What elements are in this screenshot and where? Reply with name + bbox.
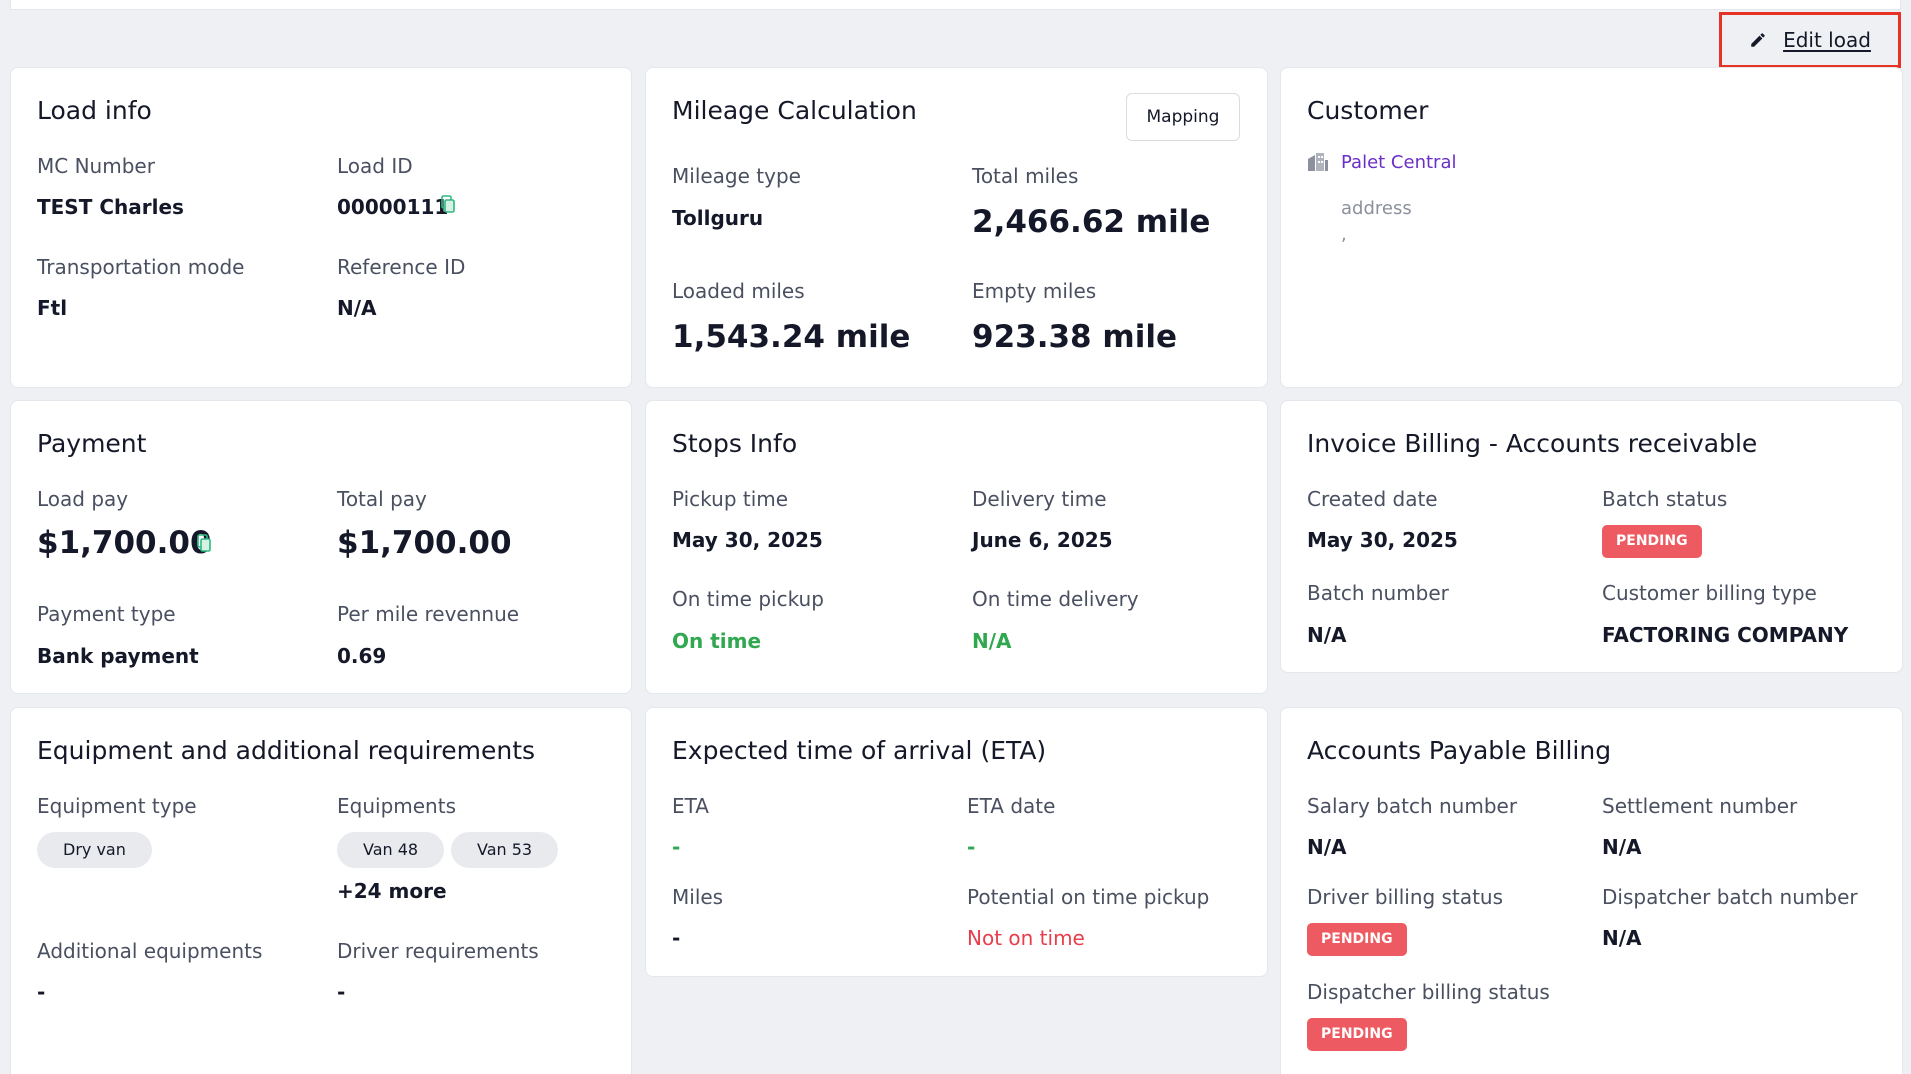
salary-batch-label: Salary batch number [1307, 794, 1518, 818]
invoice-card: Invoice Billing - Accounts receivable Cr… [1280, 400, 1903, 673]
pickup-time-label: Pickup time [672, 487, 789, 511]
batch-number-value: N/A [1307, 623, 1347, 647]
dispatcher-batch-label: Dispatcher batch number [1602, 885, 1858, 909]
address-label: address [1341, 198, 1412, 219]
total-miles-value: 2,466.62 mile [972, 204, 1211, 240]
mileage-type-value: Tollguru [672, 206, 764, 230]
payment-type-value: Bank payment [37, 644, 199, 668]
customer-billing-type-label: Customer billing type [1602, 581, 1817, 605]
batch-status-label: Batch status [1602, 487, 1728, 511]
eta-card: Expected time of arrival (ETA) ETA - ETA… [645, 707, 1268, 977]
payment-card: Payment Load pay $1,700.00 Total pay $1,… [10, 400, 632, 694]
total-miles-label: Total miles [972, 164, 1079, 188]
load-id-value: 00000111 [337, 195, 449, 219]
pickup-time-value: May 30, 2025 [672, 528, 823, 552]
load-info-card: Load info MC Number TEST Charles Load ID… [10, 67, 632, 388]
additional-equipments-value: - [37, 980, 46, 1004]
loaded-miles-value: 1,543.24 mile [672, 319, 911, 355]
on-time-pickup-label: On time pickup [672, 587, 824, 611]
top-bar [10, 0, 1901, 10]
mileage-card: Mileage Calculation Mapping Mileage type… [645, 67, 1268, 388]
customer-billing-type-value: FACTORING COMPANY [1602, 623, 1849, 647]
reference-id-value: N/A [337, 296, 377, 320]
mc-number-label: MC Number [37, 154, 155, 178]
payment-type-label: Payment type [37, 602, 176, 626]
equipments-label: Equipments [337, 794, 456, 818]
transportation-mode-label: Transportation mode [37, 255, 245, 279]
load-pay-label: Load pay [37, 487, 129, 511]
equipment-type-chip: Dry van [37, 832, 152, 868]
card-title: Equipment and additional requirements [37, 736, 536, 765]
eta-date-label: ETA date [967, 794, 1056, 818]
potential-on-time-value: Not on time [967, 926, 1085, 950]
load-pay-value: $1,700.00 [37, 525, 212, 561]
customer-link[interactable]: Palet Central [1341, 152, 1457, 173]
eta-date-value: - [967, 835, 976, 859]
empty-miles-value: 923.38 mile [972, 319, 1177, 355]
edit-load-label: Edit load [1783, 28, 1871, 52]
card-title: Accounts Payable Billing [1307, 736, 1612, 765]
miles-label: Miles [672, 885, 724, 909]
card-title: Load info [37, 96, 152, 125]
dispatcher-batch-value: N/A [1602, 926, 1642, 950]
created-date-value: May 30, 2025 [1307, 528, 1458, 552]
on-time-delivery-value: N/A [972, 629, 1012, 653]
eta-label: ETA [672, 794, 709, 818]
driver-requirements-value: - [337, 980, 346, 1004]
load-id-label: Load ID [337, 154, 413, 178]
edit-load-button[interactable]: Edit load [1719, 12, 1901, 68]
loaded-miles-label: Loaded miles [672, 279, 805, 303]
driver-billing-label: Driver billing status [1307, 885, 1504, 909]
customer-card: Customer Palet Central address , [1280, 67, 1903, 388]
dispatcher-billing-label: Dispatcher billing status [1307, 980, 1550, 1004]
eta-value: - [672, 835, 681, 859]
card-title: Payment [37, 429, 147, 458]
pencil-icon [1751, 33, 1765, 47]
salary-batch-value: N/A [1307, 835, 1347, 859]
equipment-card: Equipment and additional requirements Eq… [10, 707, 632, 1074]
driver-requirements-label: Driver requirements [337, 939, 539, 963]
reference-id-label: Reference ID [337, 255, 466, 279]
total-pay-value: $1,700.00 [337, 525, 512, 561]
potential-on-time-label: Potential on time pickup [967, 885, 1210, 909]
address-value: , [1341, 224, 1347, 245]
equipment-chip: Van 48 [337, 832, 445, 868]
card-title: Customer [1307, 96, 1429, 125]
miles-value: - [672, 926, 681, 950]
batch-status-badge: PENDING [1602, 525, 1702, 558]
delivery-time-value: June 6, 2025 [972, 528, 1113, 552]
settlement-label: Settlement number [1602, 794, 1798, 818]
created-date-label: Created date [1307, 487, 1438, 511]
payable-card: Accounts Payable Billing Salary batch nu… [1280, 707, 1903, 1074]
card-title: Stops Info [672, 429, 798, 458]
per-mile-value: 0.69 [337, 644, 387, 668]
mapping-button[interactable]: Mapping [1126, 93, 1240, 141]
additional-equipments-label: Additional equipments [37, 939, 263, 963]
on-time-pickup-value: On time [672, 629, 762, 653]
total-pay-label: Total pay [337, 487, 427, 511]
empty-miles-label: Empty miles [972, 279, 1097, 303]
mileage-type-label: Mileage type [672, 164, 801, 188]
transportation-mode-value: Ftl [37, 296, 68, 320]
copy-icon[interactable] [441, 195, 455, 213]
settlement-value: N/A [1602, 835, 1642, 859]
batch-number-label: Batch number [1307, 581, 1449, 605]
on-time-delivery-label: On time delivery [972, 587, 1139, 611]
per-mile-label: Per mile revennue [337, 602, 520, 626]
driver-billing-badge: PENDING [1307, 923, 1407, 956]
delivery-time-label: Delivery time [972, 487, 1107, 511]
copy-icon[interactable] [197, 534, 211, 552]
dispatcher-billing-badge: PENDING [1307, 1018, 1407, 1051]
building-icon [1308, 153, 1328, 171]
card-title: Invoice Billing - Accounts receivable [1307, 429, 1758, 458]
card-title: Mileage Calculation [672, 96, 917, 125]
equipment-chip: Van 53 [451, 832, 559, 868]
card-title: Expected time of arrival (ETA) [672, 736, 1047, 765]
mc-number-value: TEST Charles [37, 195, 184, 219]
equipment-type-label: Equipment type [37, 794, 197, 818]
stops-card: Stops Info Pickup time May 30, 2025 Deli… [645, 400, 1268, 694]
more-equipments-link[interactable]: +24 more [337, 879, 447, 903]
